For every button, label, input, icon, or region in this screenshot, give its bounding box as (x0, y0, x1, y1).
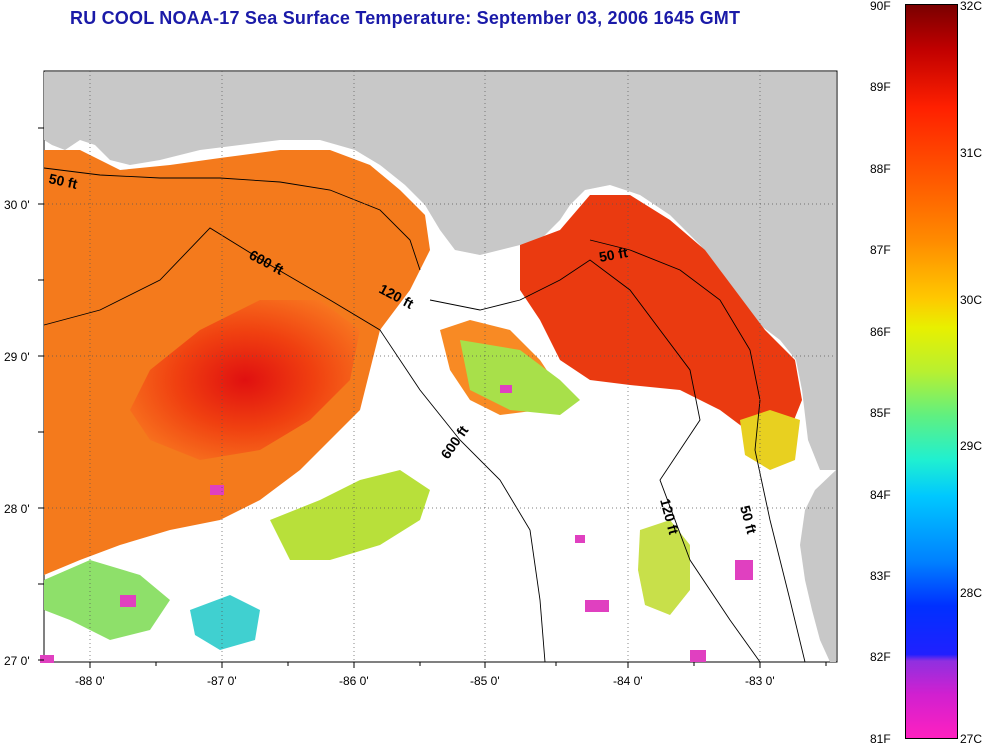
temperature-colorbar (905, 4, 958, 739)
sst-yellow-patch (740, 410, 800, 470)
contour-label: 50 ft (598, 244, 629, 265)
colorbar-f-label: 81F (870, 732, 891, 746)
contour-label: 50 ft (737, 504, 760, 536)
latitude-labels: 30 0' 29 0' 28 0' 27 0' (4, 198, 30, 668)
sst-green-patch-3 (638, 520, 690, 615)
colorbar-c-label: 31C (960, 146, 983, 160)
colorbar-f-label: 88F (870, 162, 891, 176)
colorbar-c-label: 27C (960, 732, 983, 746)
axis-ticks (38, 127, 827, 668)
lon-label: -84 0' (613, 674, 643, 688)
colorbar-c-label: 28C (960, 586, 983, 600)
contour-50ft-west (43, 167, 421, 271)
colorbar-f-label: 85F (870, 406, 891, 420)
contour-label: 50 ft (47, 170, 79, 192)
colorbar-f-label: 89F (870, 80, 891, 94)
contour-120ft (429, 259, 761, 663)
sst-green-patch-1 (270, 470, 430, 560)
lon-label: -86 0' (339, 674, 369, 688)
land-east (800, 470, 836, 662)
colorbar-f-label: 82F (870, 650, 891, 664)
colorbar-c-label: 30C (960, 293, 983, 307)
land-north (44, 72, 836, 470)
sst-green-patch-4 (460, 340, 580, 415)
colorbar-f-label: 86F (870, 325, 891, 339)
colorbar-f-label: 87F (870, 243, 891, 257)
lon-label: -88 0' (75, 674, 105, 688)
bathymetry-contours (43, 167, 806, 663)
lat-label: 30 0' (4, 198, 30, 212)
colorbar-f-label: 90F (870, 0, 891, 13)
lat-label: 29 0' (4, 350, 30, 364)
lat-label: 27 0' (4, 654, 30, 668)
graticule (44, 71, 836, 662)
sst-hot-center (130, 300, 360, 460)
lon-label: -87 0' (207, 674, 237, 688)
colorbar-f-label: 84F (870, 488, 891, 502)
sst-warm-east (520, 195, 802, 440)
sst-cold-speckles (40, 385, 753, 663)
colorbar-f-label: 83F (870, 569, 891, 583)
lon-label: -83 0' (745, 674, 775, 688)
contour-600ft (43, 227, 546, 663)
lon-label: -85 0' (470, 674, 500, 688)
colorbar-c-label: 29C (960, 439, 983, 453)
sst-green-patch-2 (44, 560, 170, 640)
colorbar-c-label: 32C (960, 0, 983, 13)
lat-label: 28 0' (4, 502, 30, 516)
map-title: RU COOL NOAA-17 Sea Surface Temperature:… (70, 8, 741, 28)
contour-50ft-east (589, 239, 806, 663)
sst-cyan-patch (190, 595, 260, 650)
longitude-labels: -88 0' -87 0' -86 0' -85 0' -84 0' -83 0… (75, 674, 775, 688)
